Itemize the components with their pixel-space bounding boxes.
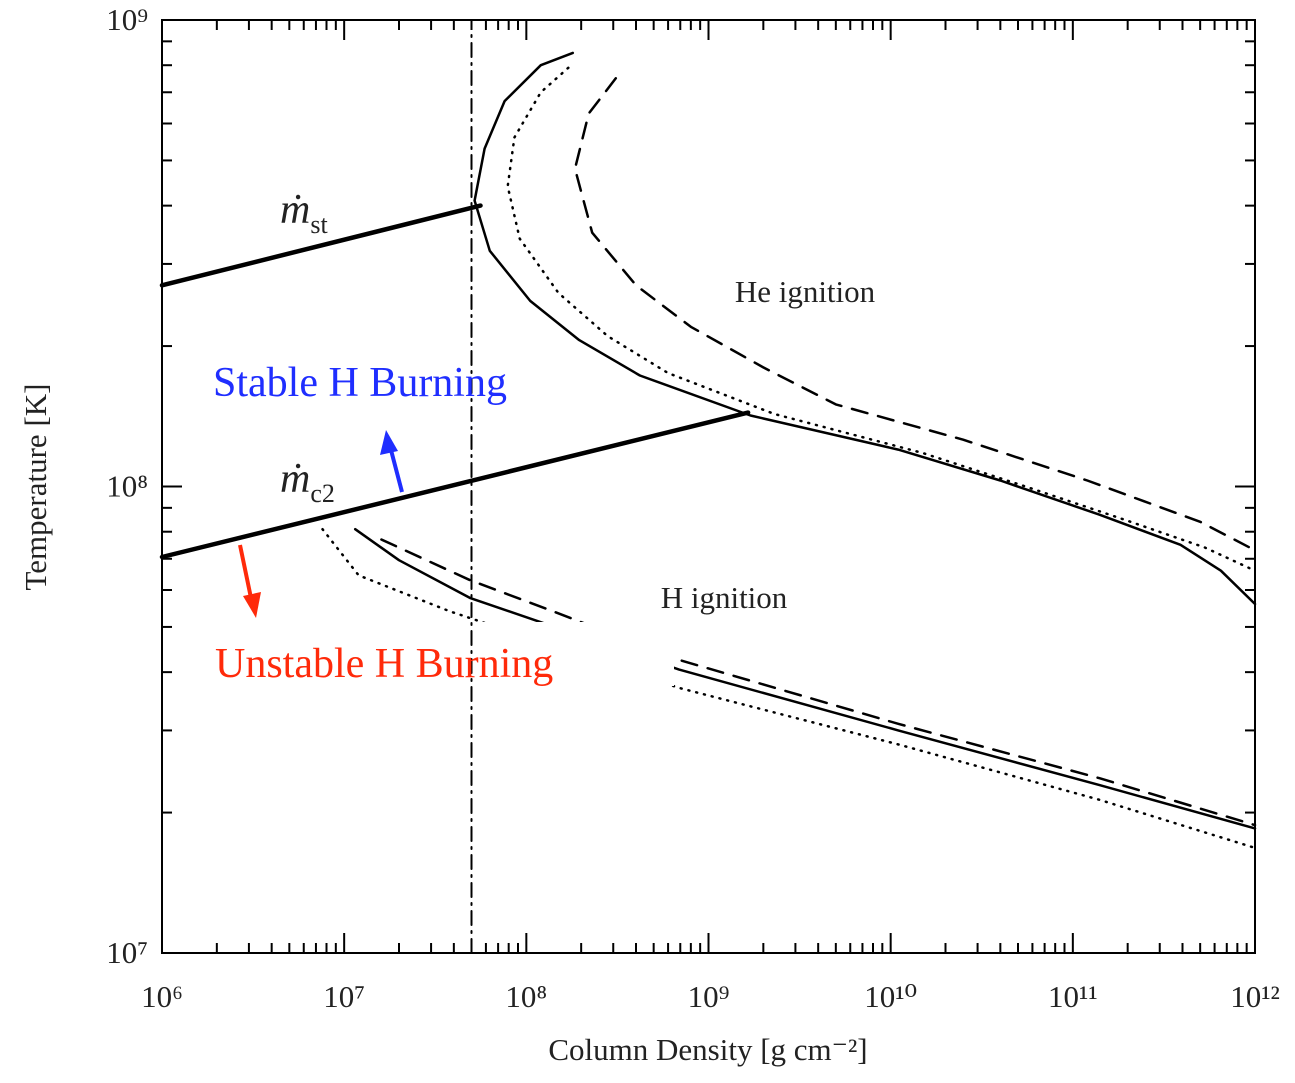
y-axis-label: Temperature [K] [18,384,53,591]
x-tick-label: 10¹² [1230,979,1280,1014]
x-tick-label: 10⁷ [323,979,365,1014]
annotation: ṁst [280,187,328,239]
x-tick-label: 10¹⁰ [864,979,917,1014]
x-tick-label: 10⁹ [688,979,730,1014]
annotation: He ignition [735,274,876,309]
arrow-shaft [238,544,253,599]
series-line [473,51,1257,606]
series-line [159,203,483,288]
symbol: ṁ [280,456,310,502]
annotation: H ignition [661,580,788,615]
arrow-head [380,430,398,455]
axes: 10⁶ 10⁷ 10⁸ 10⁹ 10¹⁰ 10¹¹ 10¹² 10⁷ 10⁸ 10⁹ [106,2,1280,1014]
arrow-shaft [389,449,404,493]
subscript: c2 [310,479,335,508]
annotation: ṁc2 [280,456,335,508]
series-line [321,527,1257,850]
plot-area [159,19,1257,954]
arrow-head [243,592,261,618]
symbol: ṁ [280,187,310,233]
y-tick-label: 10⁸ [106,469,148,504]
x-tick-label: 10¹¹ [1048,979,1098,1014]
annotation: Stable H Burning [213,360,507,406]
series-line [380,538,1257,827]
series-line [159,410,751,560]
annotation: Unstable H Burning [215,641,553,687]
x-tick-label: 10⁶ [141,979,183,1014]
series-line [506,66,1257,572]
y-tick-label: 10⁹ [106,2,148,37]
subscript: st [310,210,328,239]
arrow [380,430,404,493]
series-line [353,527,1257,830]
x-tick-label: 10⁸ [505,979,547,1014]
series-line [573,77,1257,552]
x-axis-label: Column Density [g cm⁻²] [548,1032,867,1067]
arrow [238,544,261,618]
y-tick-label: 10⁷ [106,935,148,970]
label-backdrop [482,622,674,686]
